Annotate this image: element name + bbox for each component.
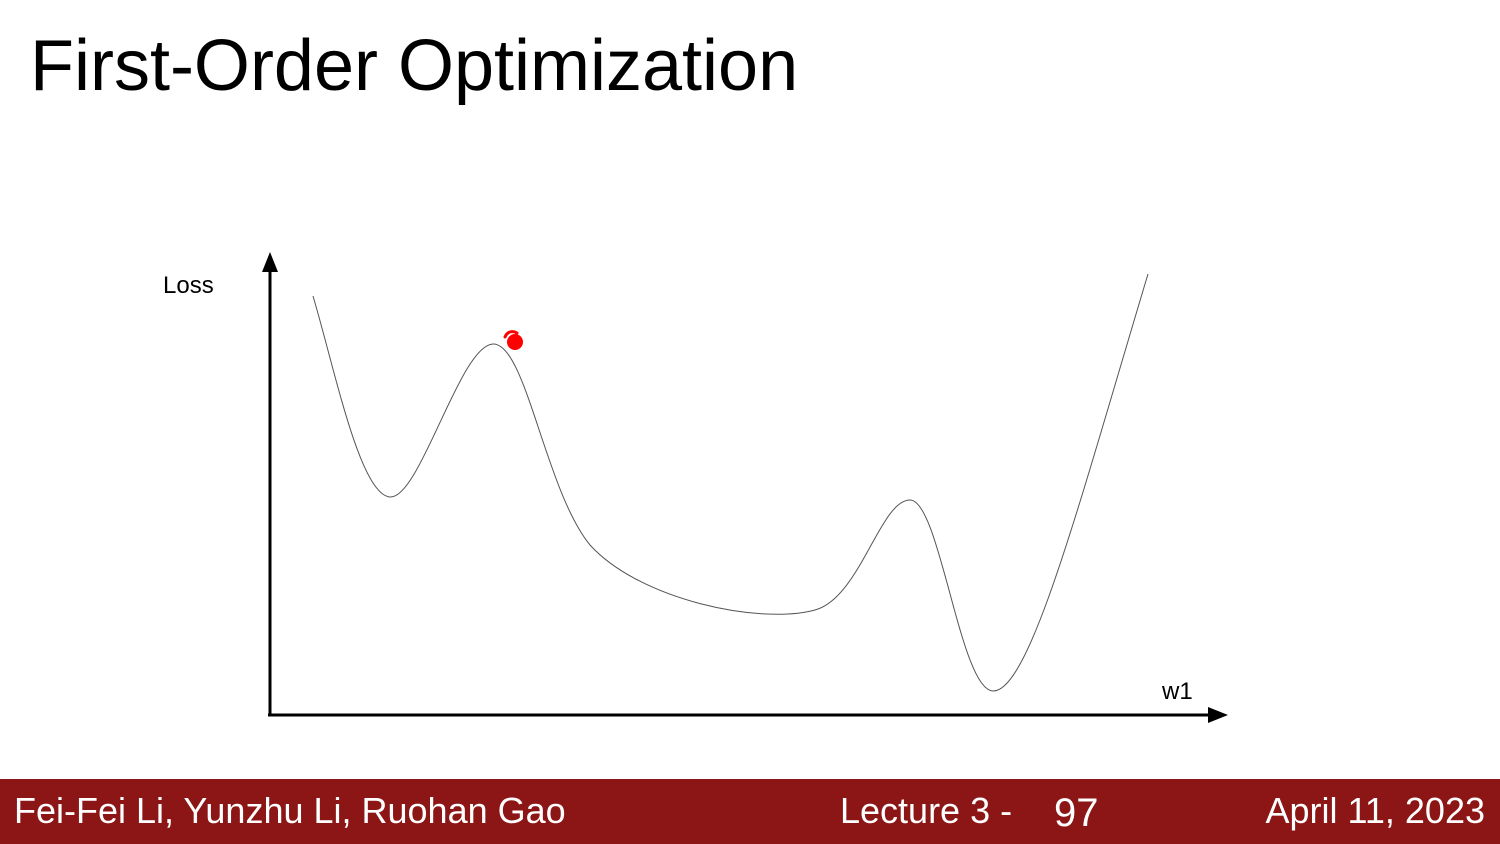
y-axis-label: Loss	[163, 272, 214, 299]
x-axis-label: w1	[1162, 678, 1193, 705]
footer-date: April 11, 2023	[1265, 790, 1485, 831]
loss-landscape-diagram	[262, 252, 1228, 723]
y-axis-arrow	[262, 252, 278, 272]
ball-motion-mark	[503, 330, 519, 339]
red-ball	[507, 334, 523, 350]
loss-curve	[312, 273, 1149, 692]
slide-title: First-Order Optimization	[30, 26, 799, 106]
footer-bar: Fei-Fei Li, Yunzhu Li, Ruohan Gao Lectur…	[0, 779, 1500, 844]
footer-authors: Fei-Fei Li, Yunzhu Li, Ruohan Gao	[14, 790, 566, 831]
footer-lecture: Lecture 3 -	[840, 790, 1013, 831]
x-axis-arrow	[1208, 707, 1228, 723]
footer-page-number: 97	[1054, 791, 1099, 835]
